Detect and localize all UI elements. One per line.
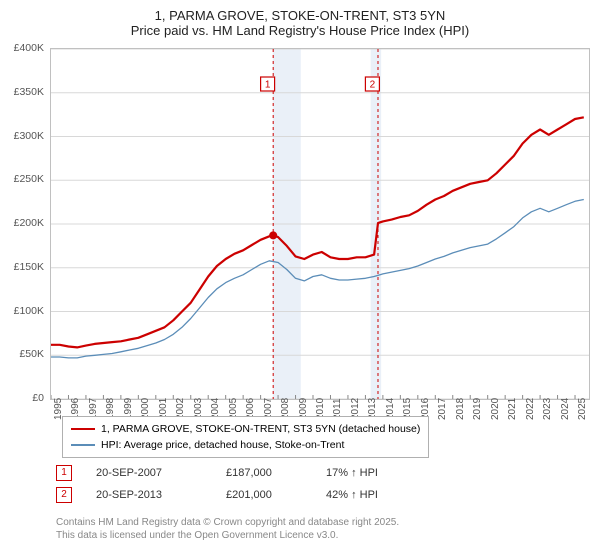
series-line-0 [51, 117, 584, 347]
sale-price: £201,000 [226, 489, 326, 501]
series-line-1 [51, 200, 584, 358]
x-tick-label: 2017 [437, 398, 448, 420]
series-marker [269, 231, 277, 239]
x-tick-label: 2022 [525, 398, 536, 420]
x-tick-label: 2021 [507, 398, 518, 420]
sale-pct: 17% ↑ HPI [326, 467, 426, 479]
y-tick-label: £0 [32, 392, 44, 404]
y-axis: £0£50K£100K£150K£200K£250K£300K£350K£400… [0, 48, 48, 398]
x-tick-label: 2025 [577, 398, 588, 420]
sale-row: 2 20-SEP-2013£201,00042% ↑ HPI [56, 484, 426, 506]
y-tick-label: £100K [14, 305, 44, 317]
y-tick-label: £50K [19, 348, 44, 360]
sale-marker: 2 [56, 487, 72, 503]
x-tick-label: 2023 [542, 398, 553, 420]
x-tick-label: 2019 [472, 398, 483, 420]
y-tick-label: £150K [14, 261, 44, 273]
legend-item: 1, PARMA GROVE, STOKE-ON-TRENT, ST3 5YN … [71, 421, 420, 437]
y-tick-label: £400K [14, 42, 44, 54]
sale-date: 20-SEP-2013 [96, 489, 226, 501]
footer-attribution: Contains HM Land Registry data © Crown c… [56, 516, 399, 542]
sale-pct: 42% ↑ HPI [326, 489, 426, 501]
legend-item: HPI: Average price, detached house, Stok… [71, 437, 420, 453]
legend: 1, PARMA GROVE, STOKE-ON-TRENT, ST3 5YN … [62, 416, 429, 458]
legend-swatch [71, 428, 95, 431]
sales-table: 1 20-SEP-2007£187,00017% ↑ HPI 2 20-SEP-201… [56, 462, 426, 506]
sale-row: 1 20-SEP-2007£187,00017% ↑ HPI [56, 462, 426, 484]
event-marker: 2 [365, 77, 379, 91]
sale-date: 20-SEP-2007 [96, 467, 226, 479]
x-tick-label: 2024 [560, 398, 571, 420]
svg-text:2: 2 [370, 80, 376, 91]
title-line1: 1, PARMA GROVE, STOKE-ON-TRENT, ST3 5YN [0, 8, 600, 23]
chart-container: 1, PARMA GROVE, STOKE-ON-TRENT, ST3 5YN … [0, 0, 600, 560]
title-block: 1, PARMA GROVE, STOKE-ON-TRENT, ST3 5YN … [0, 0, 600, 38]
footer-line2: This data is licensed under the Open Gov… [56, 529, 399, 542]
legend-swatch [71, 444, 95, 445]
event-marker: 1 [261, 77, 275, 91]
footer-line1: Contains HM Land Registry data © Crown c… [56, 516, 399, 529]
plot-area: 12 [50, 48, 590, 400]
svg-text:1: 1 [265, 80, 271, 91]
legend-label: HPI: Average price, detached house, Stok… [101, 439, 344, 451]
y-tick-label: £350K [14, 86, 44, 98]
legend-label: 1, PARMA GROVE, STOKE-ON-TRENT, ST3 5YN … [101, 423, 420, 435]
y-tick-label: £200K [14, 217, 44, 229]
x-tick-label: 2020 [490, 398, 501, 420]
y-tick-label: £300K [14, 130, 44, 142]
y-tick-label: £250K [14, 173, 44, 185]
title-line2: Price paid vs. HM Land Registry's House … [0, 23, 600, 38]
chart-svg: 12 [51, 49, 589, 399]
x-tick-label: 2018 [455, 398, 466, 420]
sale-price: £187,000 [226, 467, 326, 479]
sale-marker: 1 [56, 465, 72, 481]
x-axis: 1995199619971998199920002001200220032004… [50, 400, 588, 414]
